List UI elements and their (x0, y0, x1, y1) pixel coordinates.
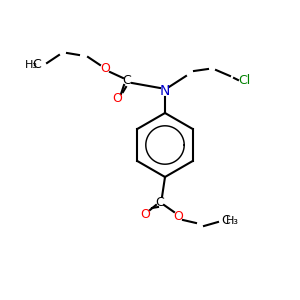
Text: O: O (112, 92, 122, 106)
Text: N: N (160, 84, 170, 98)
Text: O: O (140, 208, 150, 220)
Text: C: C (33, 58, 41, 71)
Text: O: O (173, 209, 183, 223)
Text: Cl: Cl (238, 74, 250, 86)
Text: C: C (123, 74, 131, 88)
Text: H₃: H₃ (226, 216, 238, 226)
Text: C: C (222, 214, 230, 227)
Text: H₃: H₃ (25, 60, 38, 70)
Text: O: O (100, 62, 110, 76)
Text: C: C (156, 196, 164, 208)
